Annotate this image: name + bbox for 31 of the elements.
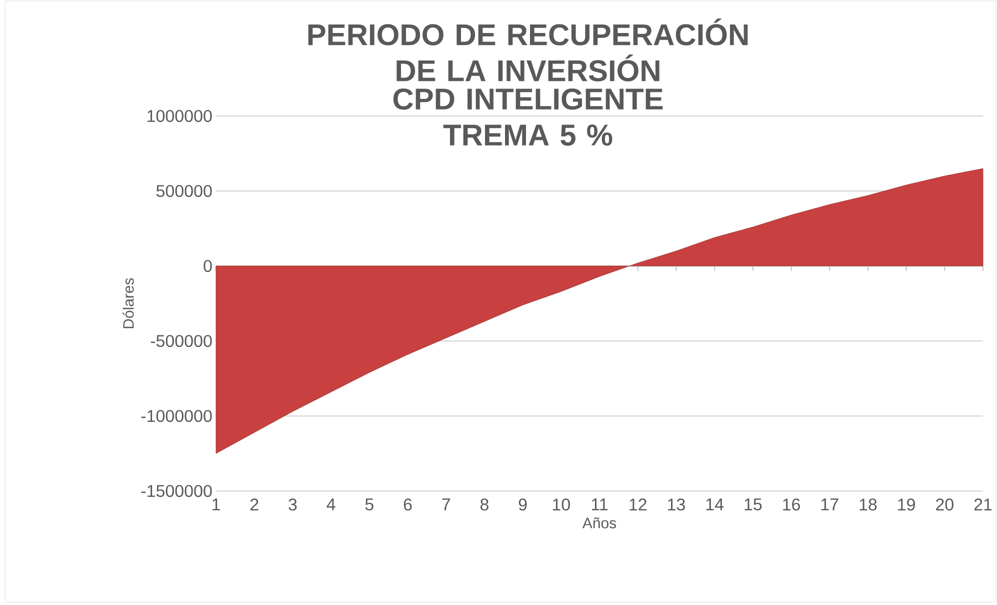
x-tick-label: 14 <box>706 498 724 510</box>
x-tick-label: 6 <box>404 498 412 511</box>
x-tick-label: 12 <box>630 498 646 510</box>
x-tick-label: 13 <box>668 498 685 511</box>
x-tick-label: 11 <box>592 498 608 510</box>
x-tick-label: 20 <box>936 498 954 511</box>
x-tick-label: 16 <box>783 498 800 511</box>
x-tick-label: 5 <box>365 498 374 510</box>
x-tick-label: 4 <box>326 498 336 510</box>
x-tick-label: 2 <box>250 498 258 510</box>
x-tick-label: 21 <box>974 498 992 510</box>
x-tick-label: 19 <box>898 498 915 511</box>
y-tick-label: 0 <box>204 260 212 272</box>
y-tick-label: -1500000 <box>141 484 212 498</box>
x-tick-label: 15 <box>744 498 762 510</box>
x-tick-label: 3 <box>288 498 297 511</box>
y-tick-label: -500000 <box>150 334 212 348</box>
x-tick-label: 18 <box>860 498 877 511</box>
x-tick-label: 17 <box>821 498 838 510</box>
x-tick-label: 8 <box>480 498 488 511</box>
chart-subtitle: CPD INTELIGENTE TREMA 5 % <box>393 88 663 146</box>
y-tick-label: -1000000 <box>141 410 212 422</box>
x-tick-label: 9 <box>518 498 527 511</box>
x-tick-label: 1 <box>212 498 220 510</box>
chart-title: PERIODO DE RECUPERACIÓN DE LA INVERSIÓN <box>308 18 748 82</box>
x-axis-title: Años <box>582 517 616 528</box>
y-axis-title: Dólares <box>122 278 134 328</box>
x-tick-label: 10 <box>553 498 570 511</box>
x-tick-label: 7 <box>442 498 450 510</box>
y-tick-label: 1000000 <box>148 110 212 122</box>
y-tick-label: 500000 <box>156 184 212 198</box>
